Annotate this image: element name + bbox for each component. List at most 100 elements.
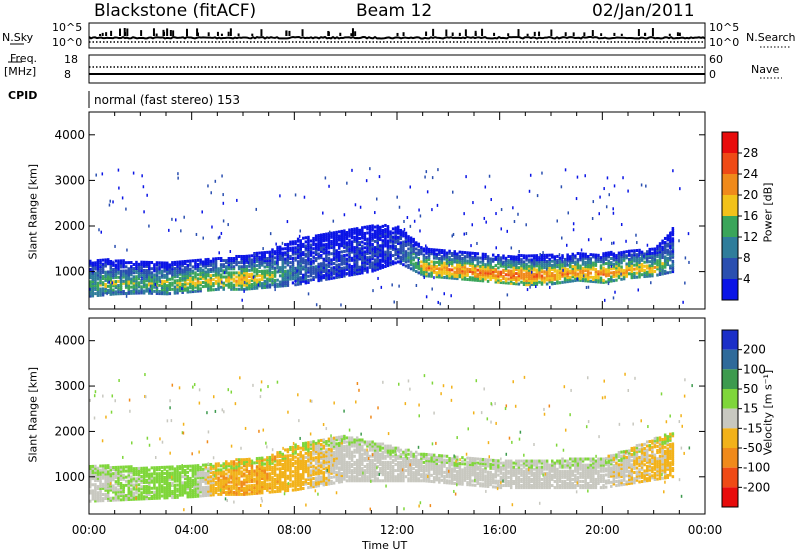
velocity-cell	[309, 455, 313, 459]
power-cell	[463, 263, 467, 267]
power-cell	[314, 234, 318, 238]
velocity-cell	[181, 475, 184, 479]
velocity-cell	[276, 453, 279, 457]
velocity-cell	[268, 460, 272, 464]
velocity-cell	[99, 474, 102, 478]
velocity-cell	[312, 468, 315, 472]
velocity-cell	[314, 478, 318, 482]
power-cell	[404, 260, 408, 264]
power-cell	[355, 237, 359, 241]
power-cell	[217, 267, 220, 271]
velocity-cell	[317, 459, 320, 463]
power-cell	[317, 279, 320, 283]
power-speckle	[112, 260, 114, 264]
velocity-cell	[140, 470, 143, 474]
power-speckle	[356, 248, 358, 252]
power-cell	[296, 247, 300, 251]
power-cell	[155, 277, 159, 281]
power-cell	[563, 280, 567, 284]
power-cell	[486, 273, 490, 277]
power-cell	[302, 279, 305, 283]
power-cell	[638, 269, 641, 273]
power-cell	[566, 280, 569, 284]
velocity-cell	[332, 467, 336, 471]
power-cell	[461, 265, 464, 269]
power-cell	[643, 264, 646, 268]
power-cell	[155, 263, 159, 267]
power-cell	[414, 253, 418, 257]
power-cell	[268, 283, 272, 287]
velocity-cell	[307, 477, 310, 481]
velocity-cell	[189, 468, 192, 472]
power-cell	[371, 226, 374, 230]
power-cell	[140, 287, 143, 291]
velocity-cell	[158, 494, 161, 498]
velocity-cell	[194, 476, 197, 480]
power-cell	[94, 263, 97, 267]
power-cell	[386, 235, 390, 239]
velocity-cell	[183, 473, 187, 477]
power-cell	[330, 233, 333, 237]
velocity-cell	[212, 479, 215, 483]
power-cell	[276, 245, 279, 249]
power-cell	[214, 257, 218, 261]
velocity-cell	[296, 487, 300, 491]
velocity-cell	[335, 466, 338, 470]
velocity-cell	[327, 451, 331, 455]
velocity-cell	[278, 485, 282, 489]
power-cell	[633, 273, 636, 277]
velocity-cell	[232, 490, 236, 494]
power-cell	[109, 290, 113, 294]
power-cell	[337, 230, 341, 234]
power-cell	[507, 261, 510, 265]
power-cell	[515, 280, 518, 284]
power-cell	[294, 268, 297, 272]
velocity-cell	[135, 467, 138, 471]
power-cell	[337, 244, 341, 248]
power-cell	[522, 276, 526, 280]
velocity-cell	[335, 452, 338, 456]
velocity-cell	[122, 477, 125, 481]
power-cell	[124, 275, 128, 279]
power-cell	[512, 255, 515, 259]
velocity-cell	[153, 492, 156, 496]
power-cell	[530, 283, 533, 287]
power-cell	[281, 267, 284, 271]
power-cell	[648, 247, 652, 251]
power-cell	[281, 259, 284, 263]
power-speckle	[183, 215, 185, 219]
power-cell	[384, 250, 387, 254]
power-cell	[112, 272, 115, 276]
power-cell	[158, 290, 161, 294]
power-cell	[268, 285, 272, 289]
power-cell	[417, 242, 421, 246]
power-cell	[409, 246, 413, 250]
power-cell	[504, 267, 508, 271]
power-speckle	[670, 231, 672, 235]
velocity-cell	[235, 484, 238, 488]
power-cell	[438, 261, 441, 265]
velocity-cell	[232, 468, 236, 472]
power-speckle	[423, 275, 425, 279]
power-cell	[414, 243, 418, 247]
power-cell	[438, 250, 441, 254]
power-speckle	[275, 261, 278, 265]
velocity-cell	[268, 478, 272, 482]
power-cell	[307, 268, 310, 272]
power-cell	[325, 267, 328, 271]
power-cell	[427, 268, 431, 272]
power-cell	[353, 235, 356, 239]
power-cell	[320, 247, 323, 251]
power-cell	[366, 245, 369, 249]
power-cell	[671, 229, 675, 233]
velocity-cell	[181, 483, 184, 487]
power-cell	[243, 275, 246, 279]
power-cell	[294, 256, 297, 260]
velocity-cell	[176, 487, 179, 491]
power-cell	[99, 283, 102, 287]
power-cell	[425, 251, 428, 255]
power-cell	[563, 268, 567, 272]
power-cell	[235, 281, 238, 285]
power-cell	[127, 291, 130, 295]
velocity-cell	[317, 439, 320, 443]
